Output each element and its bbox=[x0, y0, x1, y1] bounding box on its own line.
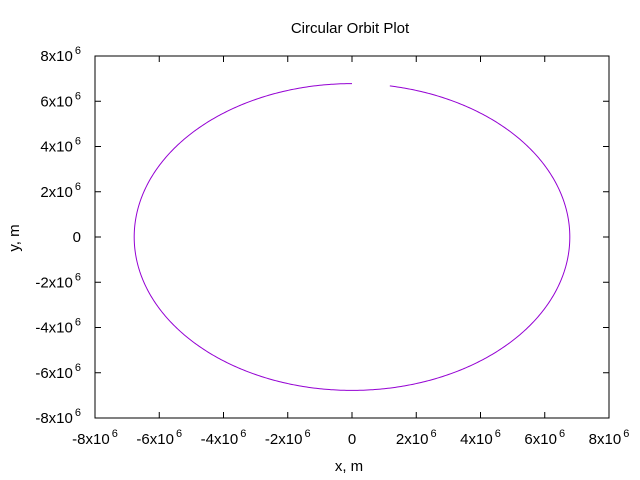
orbit-series-line-1 bbox=[133, 83, 571, 391]
y-axis-label: y, m bbox=[6, 224, 23, 251]
y-axis-ticks: 8x10 6 6x10 6 4x10 6 2x10 6 0 -2x10 6 -4x10 6 -6x10 6 -… bbox=[35, 45, 609, 427]
y-tick-label-0: 0 bbox=[73, 229, 81, 246]
y-tick-label-2000000: 2x10 6 bbox=[40, 181, 81, 201]
y-tick-label-6000000: -6x10 6 bbox=[35, 362, 81, 382]
x-axis-label: x, m bbox=[335, 458, 363, 475]
y-tick-label-8000000: -8x10 6 bbox=[35, 407, 81, 427]
chart-title: Circular Orbit Plot bbox=[291, 20, 410, 37]
plot-area-frame bbox=[94, 55, 610, 419]
x-tick-label-4000000: -4x10 6 bbox=[201, 428, 247, 448]
y-tick-label-4000000: 4x10 6 bbox=[40, 136, 81, 156]
series-layer bbox=[133, 83, 571, 391]
x-tick-label-2000000: 2x10 6 bbox=[396, 428, 437, 448]
x-tick-label-4000000: 4x10 6 bbox=[460, 428, 501, 448]
x-tick-label-6000000: -6x10 6 bbox=[136, 428, 182, 448]
y-tick-label-8000000: 8x10 6 bbox=[40, 45, 81, 65]
y-tick-label-2000000: -2x10 6 bbox=[35, 271, 81, 291]
x-axis-ticks: -8x10 6 -6x10 6 -4x10 6 -2x10 6 0 2x10 6 4x10 6 6x10 6… bbox=[72, 56, 629, 448]
y-tick-label-4000000: -4x10 6 bbox=[35, 317, 81, 337]
x-tick-label-8000000: -8x10 6 bbox=[72, 428, 118, 448]
x-tick-label-6000000: 6x10 6 bbox=[524, 428, 565, 448]
x-tick-label-8000000: 8x10 6 bbox=[589, 428, 630, 448]
x-tick-label-2000000: -2x10 6 bbox=[265, 428, 311, 448]
y-tick-label-6000000: 6x10 6 bbox=[40, 90, 81, 110]
x-tick-label-0: 0 bbox=[348, 431, 356, 448]
